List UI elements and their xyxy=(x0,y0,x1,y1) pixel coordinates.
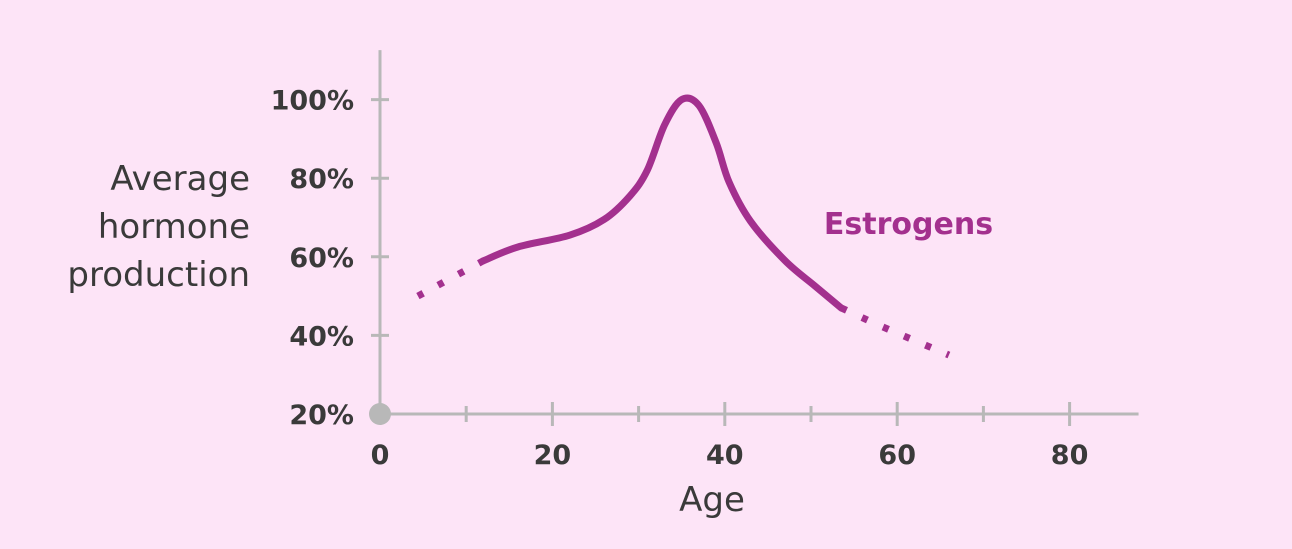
y-tick-label-80: 80% xyxy=(289,164,354,195)
y-tick-label-40: 40% xyxy=(289,321,354,352)
y-axis-label-line-3: production xyxy=(67,255,250,295)
x-tick-label-40: 40 xyxy=(706,440,744,471)
origin-marker xyxy=(369,403,391,425)
series-line-dotted-start xyxy=(416,257,486,300)
x-tick-label-60: 60 xyxy=(878,440,916,471)
y-tick-label-20: 20% xyxy=(289,400,354,431)
series-line-dotted-end xyxy=(839,304,951,359)
y-axis-label-line-1: Average xyxy=(110,159,250,199)
x-tick-label-0: 0 xyxy=(371,440,390,471)
y-axis-label-line-2: hormone xyxy=(97,207,250,247)
y-tick-label-60: 60% xyxy=(289,243,354,274)
x-tick-label-20: 20 xyxy=(534,440,572,471)
x-axis-label: Age xyxy=(679,480,745,520)
y-tick-label-100: 100% xyxy=(271,86,354,117)
x-tick-label-80: 80 xyxy=(1051,440,1089,471)
series-line-estrogens xyxy=(479,94,845,312)
series-label-estrogens: Estrogens xyxy=(824,207,993,242)
